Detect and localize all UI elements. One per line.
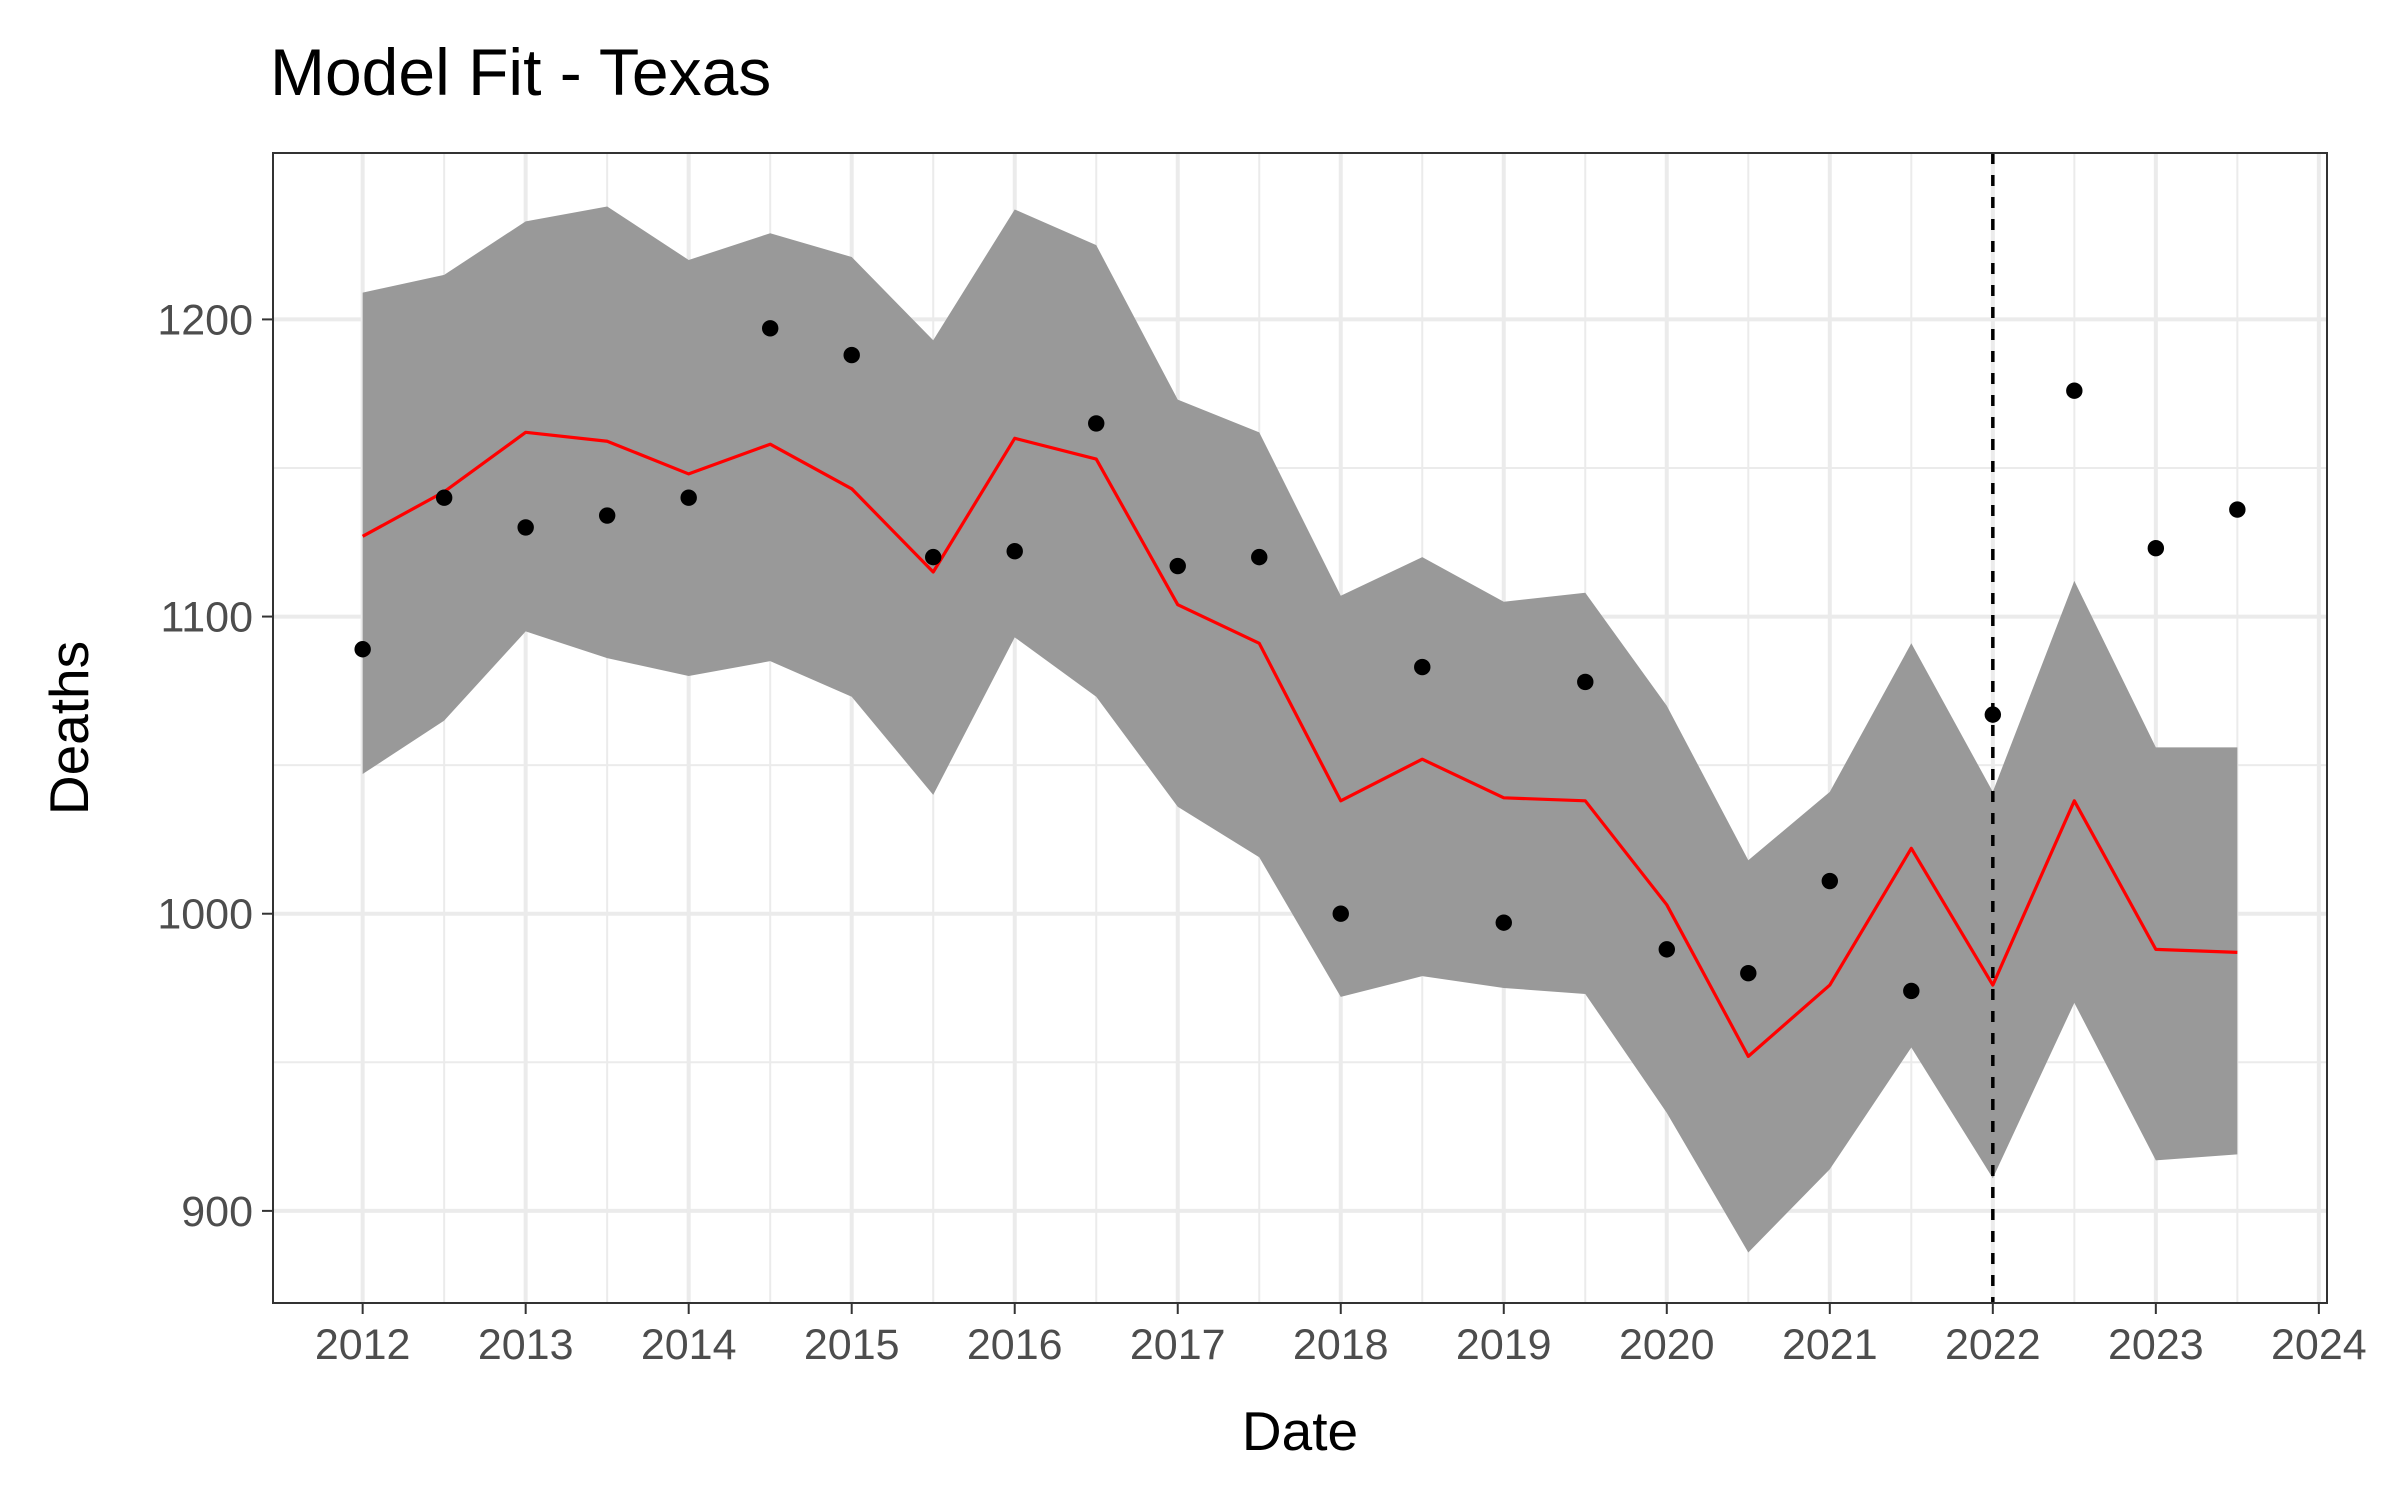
data-point <box>1658 941 1675 958</box>
data-point <box>1332 905 1349 922</box>
chart-title: Model Fit - Texas <box>270 35 771 109</box>
x-axis-title: Date <box>1242 1400 1358 1462</box>
data-point <box>517 519 534 536</box>
x-tick-label: 2014 <box>641 1321 737 1369</box>
data-point <box>680 489 697 506</box>
data-point <box>435 489 453 506</box>
y-tick-label: 1200 <box>157 296 253 344</box>
x-tick-label: 2016 <box>967 1321 1063 1369</box>
data-point <box>1740 964 1757 982</box>
x-tick-label: 2012 <box>315 1321 411 1369</box>
data-point <box>1984 706 2002 723</box>
x-tick-label: 2019 <box>1456 1321 1552 1369</box>
y-tick-label: 1000 <box>157 891 253 939</box>
x-tick-label: 2013 <box>478 1321 574 1369</box>
x-tick-label: 2017 <box>1130 1321 1226 1369</box>
confidence-ribbon <box>362 206 2238 1253</box>
x-tick-label: 2020 <box>1619 1321 1715 1369</box>
x-tick-label: 2023 <box>2108 1321 2204 1369</box>
x-tick-label: 2015 <box>804 1321 900 1369</box>
x-tick-label: 2021 <box>1782 1321 1878 1369</box>
x-tick-label: 2022 <box>1945 1321 2041 1369</box>
data-point <box>2147 540 2165 557</box>
observed-points-layer <box>354 320 2246 1000</box>
y-tick-label: 900 <box>181 1188 253 1236</box>
plot-panel-border <box>272 152 2328 1304</box>
data-point <box>1251 548 1268 566</box>
y-axis-ticks: 900 1000 1100 1200 <box>157 296 273 1236</box>
data-point <box>1169 557 1186 575</box>
data-point <box>598 507 616 524</box>
data-point <box>1821 872 1839 890</box>
fitted-line <box>361 430 2238 1058</box>
data-point <box>354 641 371 658</box>
data-point <box>2066 382 2083 399</box>
x-tick-label: 2018 <box>1293 1321 1389 1369</box>
data-point <box>1577 673 1594 691</box>
data-point <box>1006 542 1023 560</box>
data-point <box>1414 658 1431 676</box>
data-point <box>1088 415 1105 432</box>
data-point <box>925 548 942 566</box>
data-point <box>843 346 860 364</box>
x-tick-label: 2024 <box>2271 1321 2367 1369</box>
data-point <box>1903 982 1920 1000</box>
data-point <box>1495 914 1512 931</box>
x-axis-ticks: 2012 2013 2014 2015 2016 2017 2018 2019 2020 2021… <box>315 1303 2367 1369</box>
y-tick-label: 1100 <box>161 594 253 642</box>
data-point <box>761 320 779 337</box>
confidence-ribbon-layer <box>362 206 2238 1253</box>
fitted-line-layer <box>361 430 2238 1058</box>
y-axis-title: Deaths <box>38 641 100 815</box>
data-point <box>2229 501 2246 518</box>
